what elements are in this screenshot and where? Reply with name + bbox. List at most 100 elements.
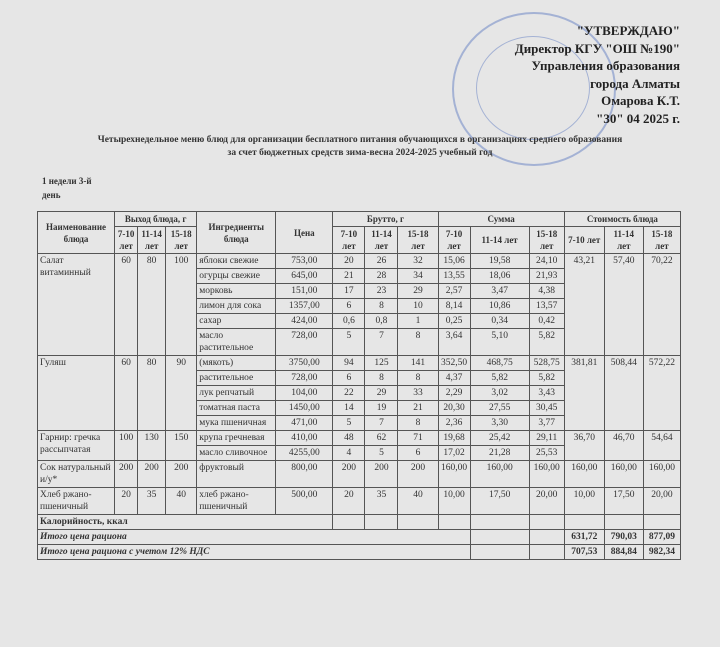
empty-cell: [364, 514, 399, 530]
ingredient-brutto: 21: [397, 400, 439, 416]
header-ingredients: Ингредиенты блюда: [196, 211, 277, 254]
ingredient-brutto: 5: [332, 328, 366, 356]
dish-cost: 57,40: [603, 253, 644, 356]
ingredient-sum: 20,00: [528, 487, 565, 515]
ingredient-sum: 528,75: [528, 355, 565, 371]
title-line: за счет бюджетных средств зима-весна 202…: [227, 148, 493, 158]
ingredient-brutto: 19: [364, 400, 399, 416]
approval-line: "УТВЕРЖДАЮ": [576, 23, 680, 38]
ingredient-sum: 0,25: [437, 313, 471, 329]
title-line: Четырехнедельное меню блюд для организац…: [97, 135, 623, 145]
ingredient-brutto: 22: [332, 385, 366, 401]
ingredient-sum: 0,34: [469, 313, 530, 329]
dish-name: Сок натуральный и/у*: [36, 460, 116, 488]
total-value: 790,03: [603, 529, 644, 545]
header-age: 11-14 лет: [469, 226, 530, 254]
header-age: 15-18 лет: [397, 226, 439, 254]
ingredient-sum: 13,57: [528, 298, 565, 314]
dish-output: 100: [165, 253, 198, 356]
dish-cost: 10,00: [563, 487, 605, 515]
ingredient-brutto: 6: [397, 445, 439, 461]
dish-cost: 572,22: [642, 355, 682, 431]
ingredient-sum: 3,77: [528, 415, 565, 431]
dish-cost: 46,70: [603, 430, 644, 461]
ingredient-brutto: 125: [364, 355, 399, 371]
ingredient-name: лук репчатый: [196, 385, 277, 401]
header-price: Цена: [275, 211, 334, 254]
ingredient-sum: 0,42: [528, 313, 565, 329]
ingredient-brutto: 10: [397, 298, 439, 314]
ingredient-brutto: 7: [364, 415, 399, 431]
dish-cost: 508,44: [603, 355, 644, 431]
ingredient-sum: 2,29: [437, 385, 471, 401]
dish-output: 60: [114, 253, 139, 356]
dish-output: 130: [137, 430, 167, 461]
approval-line: города Алматы: [590, 75, 680, 91]
empty-cell: [563, 514, 605, 530]
ingredient-sum: 4,37: [437, 370, 471, 386]
dish-output: 60: [114, 355, 139, 431]
ingredient-brutto: 8: [364, 298, 399, 314]
dish-output: 100: [114, 430, 139, 461]
menu-table: Наименование блюда Выход блюда, г Ингредие…: [36, 211, 682, 560]
ingredient-name: растительное: [196, 370, 277, 386]
ingredient-brutto: 1: [397, 313, 439, 329]
ingredient-brutto: 4: [332, 445, 366, 461]
ingredient-name: фруктовый: [196, 460, 277, 488]
header-age: 15-18 лет: [165, 226, 198, 254]
total-value: 884,84: [603, 544, 644, 560]
ingredient-brutto: 20: [332, 253, 366, 269]
header-age: 11-14 лет: [364, 226, 399, 254]
dish-cost: 160,00: [563, 460, 605, 488]
dish-output: 200: [137, 460, 167, 488]
ingredient-brutto: 5: [332, 415, 366, 431]
approval-line: Омарова К.Т.: [601, 93, 680, 108]
ingredient-price: 3750,00: [275, 355, 334, 371]
dish-output: 200: [165, 460, 198, 488]
ingredient-sum: 2,36: [437, 415, 471, 431]
dish-cost: 54,64: [642, 430, 682, 461]
dish-cost: 160,00: [603, 460, 644, 488]
ingredient-price: 1357,00: [275, 298, 334, 314]
table-row: масло сливочное 4255,00 4 5 6 17,02 21,28 25,53: [38, 445, 681, 461]
ingredient-price: 410,00: [275, 430, 334, 446]
ingredient-name: морковь: [196, 283, 277, 299]
total-value: 631,72: [563, 529, 605, 545]
ingredient-price: 4255,00: [275, 445, 334, 461]
ingredient-brutto: 0,8: [364, 313, 399, 329]
ingredient-price: 424,00: [275, 313, 334, 329]
ingredient-name: крупа гречневая: [196, 430, 277, 446]
table-row: Гарнир: гречка рассыпчатая 100 130 150 крупа…: [36, 430, 682, 461]
ingredient-price: 1450,00: [275, 400, 334, 416]
ingredient-brutto: 141: [397, 355, 439, 371]
ingredient-sum: 19,58: [469, 253, 530, 269]
dish-output: 200: [114, 460, 139, 488]
dish-cost: 36,70: [563, 430, 605, 461]
total-value: 707,53: [563, 544, 605, 560]
ingredient-brutto: 48: [332, 430, 366, 446]
header-sum: Сумма: [437, 211, 565, 227]
approval-line: Директор КГУ "ОШ №190": [514, 40, 680, 56]
ingredient-price: 104,00: [275, 385, 334, 401]
ingredient-brutto: 8: [397, 370, 439, 386]
ingredient-brutto: 40: [397, 487, 439, 515]
ingredient-brutto: 26: [364, 253, 399, 269]
total-value: 877,09: [642, 529, 682, 545]
ingredient-brutto: 34: [397, 268, 439, 284]
ingredient-sum: 24,10: [528, 253, 565, 269]
empty-cell: [332, 514, 366, 530]
empty-cell: [528, 529, 565, 545]
ingredient-sum: 18,06: [469, 268, 530, 284]
official-stamp: [452, 12, 616, 166]
ingredient-brutto: 6: [332, 370, 366, 386]
dish-cost: 381,81: [563, 355, 605, 431]
dish-output: 90: [165, 355, 198, 431]
ingredient-brutto: 29: [397, 283, 439, 299]
ingredient-sum: 468,75: [469, 355, 530, 371]
ingredient-name: яблоки свежие: [196, 253, 277, 269]
ingredient-sum: 17,02: [437, 445, 471, 461]
header-age: 15-18 лет: [528, 226, 565, 254]
total-value: 982,34: [642, 544, 682, 560]
ingredient-brutto: 200: [332, 460, 366, 488]
ingredient-brutto: 71: [397, 430, 439, 446]
